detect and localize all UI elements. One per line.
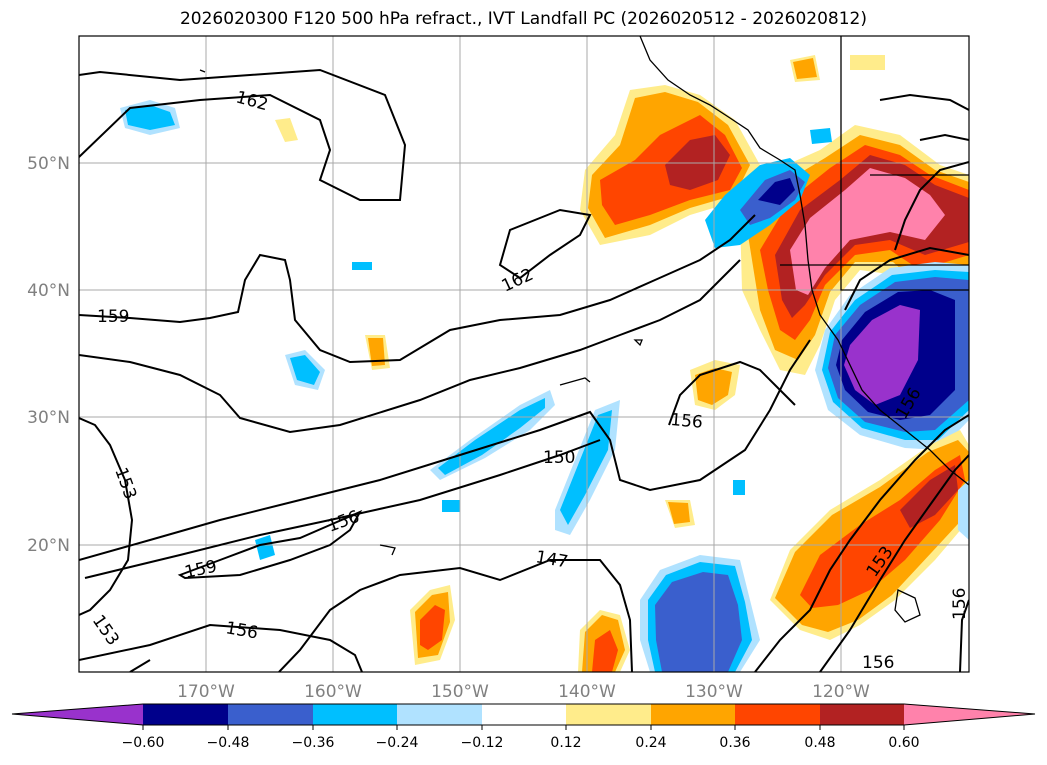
colorbar-tick-label: 0.36 bbox=[719, 735, 750, 751]
lon-label: 150°W bbox=[431, 682, 489, 702]
lon-label: 170°W bbox=[177, 682, 235, 702]
axis-labels: 170°W 160°W 150°W 140°W 130°W 120°W 50°N… bbox=[27, 154, 870, 702]
colorbar-segment bbox=[228, 704, 313, 725]
colorbar-segment bbox=[397, 704, 482, 725]
colorbar-tick-label: 0.60 bbox=[888, 735, 919, 751]
chart-title: 2026020300 F120 500 hPa refract., IVT La… bbox=[179, 9, 867, 29]
colorbar-tick-label: −0.48 bbox=[207, 735, 250, 751]
lon-label: 140°W bbox=[558, 682, 616, 702]
colorbar-extend-min bbox=[12, 704, 143, 725]
colorbar-tick-label: −0.36 bbox=[292, 735, 335, 751]
contour-label: 156 bbox=[950, 588, 970, 620]
lon-label: 160°W bbox=[304, 682, 362, 702]
height-contours bbox=[79, 68, 969, 672]
lat-label: 30°N bbox=[27, 408, 70, 428]
colorbar-extend-max bbox=[904, 704, 1035, 725]
colorbar-tick-label: −0.60 bbox=[122, 735, 165, 751]
lat-label: 40°N bbox=[27, 281, 70, 301]
colorbar-segment bbox=[482, 704, 566, 725]
shaded-field bbox=[120, 55, 969, 672]
colorbar-segment bbox=[820, 704, 904, 725]
colorbar-tick-label: 0.24 bbox=[635, 735, 666, 751]
lon-label: 130°W bbox=[685, 682, 743, 702]
contour-label: 156 bbox=[670, 410, 704, 433]
colorbar-segment bbox=[651, 704, 735, 725]
colorbar: −0.60 −0.48 −0.36 −0.24 −0.12 0.12 0.24 … bbox=[11, 703, 1036, 751]
lat-label: 50°N bbox=[27, 154, 70, 174]
lat-label: 20°N bbox=[27, 536, 70, 556]
colorbar-tick-label: −0.24 bbox=[376, 735, 419, 751]
colorbar-segment bbox=[566, 704, 651, 725]
lon-label: 120°W bbox=[812, 682, 870, 702]
colorbar-tick-label: 0.12 bbox=[550, 735, 581, 751]
colorbar-tick-label: 0.48 bbox=[804, 735, 835, 751]
contour-label: 159 bbox=[97, 307, 129, 327]
colorbar-segment bbox=[735, 704, 820, 725]
colorbar-tick-label: −0.12 bbox=[461, 735, 504, 751]
map-border bbox=[78, 35, 970, 673]
contour-label: 156 bbox=[862, 653, 894, 673]
contour-label: 150 bbox=[543, 448, 575, 468]
colorbar-segment bbox=[313, 704, 397, 725]
coastlines bbox=[199, 36, 969, 623]
colorbar-segment bbox=[143, 704, 228, 725]
